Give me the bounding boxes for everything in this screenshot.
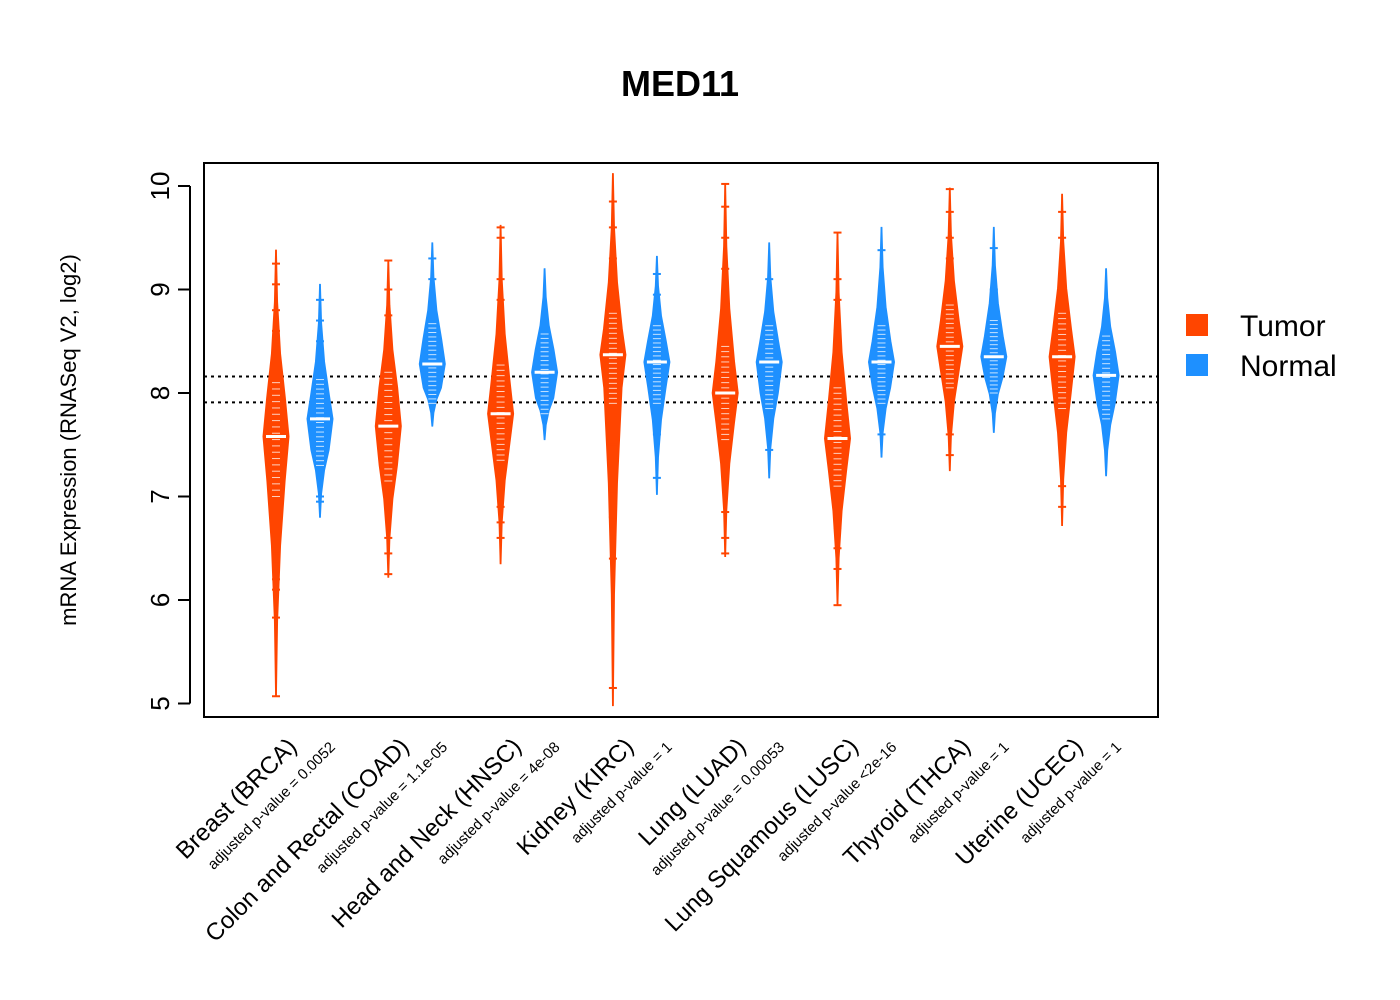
bean-tumor-7 — [1048, 193, 1076, 526]
bean-tumor-5 — [823, 231, 852, 607]
legend-swatch-normal — [1186, 354, 1208, 376]
bean-tumor-0 — [262, 249, 290, 698]
bean-shape — [418, 242, 446, 427]
bean-shape — [1048, 193, 1076, 526]
bean-shape — [755, 242, 783, 479]
y-axis: 5 6 7 8 9 10 — [145, 172, 191, 711]
bean-normal-5 — [867, 226, 896, 458]
bean-shape — [262, 249, 290, 697]
bean-shape — [374, 260, 402, 578]
bean-tumor-1 — [374, 259, 402, 578]
y-tick-label: 9 — [145, 282, 175, 296]
bean-shape — [1092, 268, 1120, 477]
legend-swatch-tumor — [1186, 314, 1208, 336]
y-tick-label: 6 — [145, 593, 175, 607]
bean-normal-6 — [980, 226, 1008, 433]
legend: Tumor Normal — [1186, 310, 1337, 383]
y-tick-label: 10 — [145, 172, 175, 201]
bean-normal-4 — [755, 242, 783, 479]
legend-label-tumor: Tumor — [1240, 310, 1326, 343]
bean-normal-7 — [1092, 268, 1120, 477]
bean-normal-1 — [418, 242, 446, 427]
bean-shape — [711, 183, 739, 558]
bean-shape — [531, 268, 559, 441]
plot-layer — [204, 173, 1158, 707]
bean-shape — [643, 255, 671, 495]
legend-label-normal: Normal — [1240, 350, 1337, 383]
chart-title: MED11 — [621, 63, 739, 104]
bean-shape — [867, 226, 896, 458]
plot-frame — [203, 162, 1159, 718]
bean-normal-0 — [306, 283, 334, 518]
bean-shape — [980, 226, 1008, 433]
bean-tumor-3 — [599, 173, 627, 707]
bean-shape — [936, 187, 964, 472]
bean-shape — [823, 232, 852, 606]
y-tick-label: 8 — [145, 386, 175, 400]
bean-shape — [487, 224, 515, 565]
y-tick-label: 7 — [145, 489, 175, 503]
y-tick-label: 5 — [145, 696, 175, 710]
bean-tumor-4 — [711, 182, 739, 558]
bean-tumor-2 — [487, 224, 515, 565]
bean-shape — [599, 173, 627, 707]
y-axis-label: mRNA Expression (RNASeq V2, log2) — [56, 254, 81, 626]
bean-shape — [306, 283, 334, 518]
bean-normal-2 — [531, 268, 559, 441]
x-axis-labels: Breast (BRCA)adjusted p-value = 0.0052Co… — [171, 733, 1125, 947]
bean-normal-3 — [643, 255, 671, 495]
bean-tumor-6 — [936, 187, 964, 472]
